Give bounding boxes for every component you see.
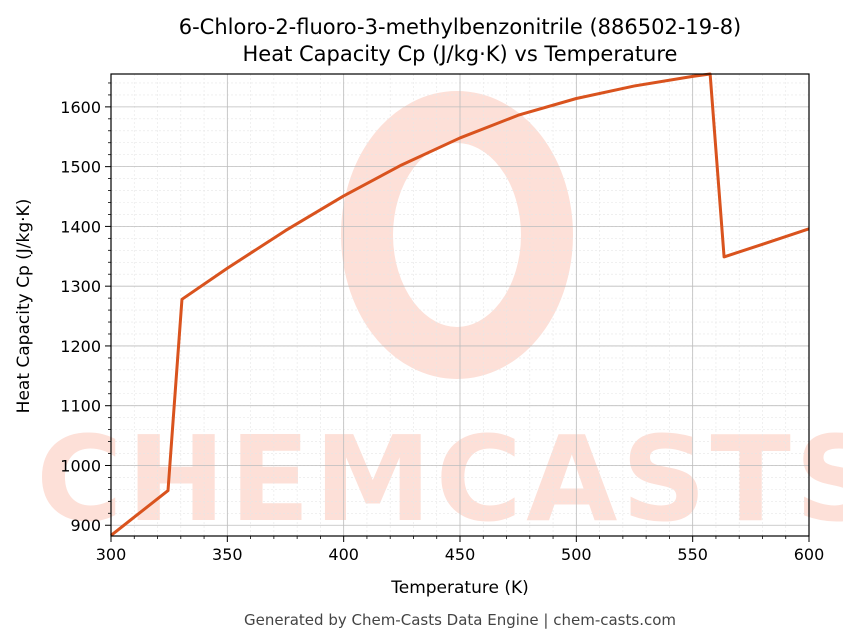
x-axis-label: Temperature (K) [390,578,529,598]
axes: 300 350 400 450 500 550 600 900 1000 1100 1200 1300… [60,73,825,564]
x-tick-label: 450 [445,545,476,564]
y-tick-label: 1100 [60,397,101,416]
y-tick-label: 1300 [60,277,101,296]
y-tick-label: 1000 [60,456,101,475]
x-tick-label: 350 [212,545,243,564]
series-layer [110,72,810,537]
y-tick-label: 1500 [60,158,101,177]
chart-subtitle: Heat Capacity Cp (J/kg·K) vs Temperature [243,42,678,66]
y-axis-label: Heat Capacity Cp (J/kg·K) [14,199,34,414]
x-tick-label: 300 [96,545,127,564]
x-tick-label: 500 [561,545,592,564]
watermark-logo [341,91,573,379]
x-tick-label: 400 [328,545,359,564]
watermark: CHEMCASTS [36,91,843,548]
watermark-text: CHEMCASTS [36,410,843,548]
y-tick-label: 1600 [60,98,101,117]
x-tick-label: 550 [677,545,708,564]
y-tick-label: 1400 [60,217,101,236]
chart-title: 6-Chloro-2-fluoro-3-methylbenzonitrile (… [179,15,742,39]
footer-credit: Generated by Chem-Casts Data Engine | ch… [244,611,676,629]
x-tick-label: 600 [794,545,825,564]
series-line [110,72,810,537]
y-tick-label: 900 [70,516,101,535]
y-tick-label: 1200 [60,337,101,356]
